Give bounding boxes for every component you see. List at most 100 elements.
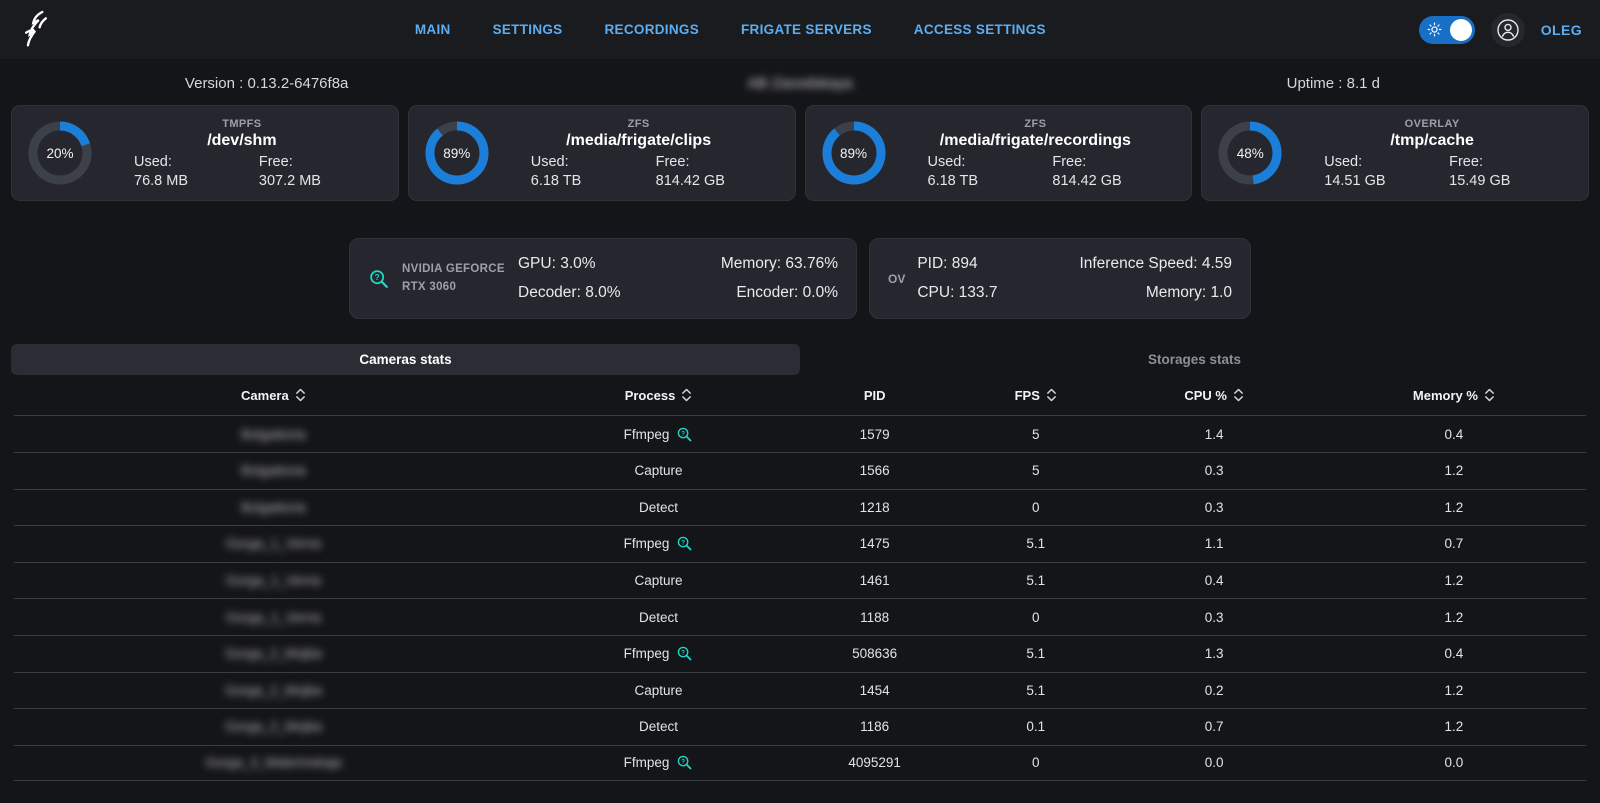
storage-usage-donut: 20% [26,119,94,187]
ffprobe-info-icon[interactable]: ? [676,645,693,662]
detector-cpu-value: CPU: 133.7 [917,283,998,301]
vainfo-icon[interactable]: ? [368,268,390,290]
nav-item-settings[interactable]: SETTINGS [492,22,563,37]
storage-used-value: 6.18 TB [530,172,582,189]
user-name[interactable]: OLEG [1540,21,1582,38]
ffprobe-info-icon[interactable]: ? [676,535,693,552]
camera-name: Bolgattoria [241,463,306,479]
camera-name: Bolgattoria [241,426,306,442]
storage-card: 48% OVERLAY /tmp/cache Used: 14.51 GB Fr… [1201,105,1589,201]
column-header-pid: PID [784,388,965,403]
version-label: Version : 0.13.2-6476f8a [184,75,349,92]
pid-value: 1218 [859,499,890,515]
sort-icon [1484,387,1495,403]
storage-used-label: Used: [530,153,569,170]
table-row: Gorga_1_Verna Ffmpeg ? 1475 5.1 1.1 0.7 [14,525,1586,562]
theme-toggle[interactable] [1418,15,1475,44]
uptime-label: Uptime : 8.1 d [1286,75,1381,92]
table-row: Gorga_2_Mojba Detect 1186 0.1 0.7 1.2 [14,708,1586,745]
top-navbar: MAIN SETTINGS RECORDINGS FRIGATE SERVERS… [0,0,1600,60]
table-row: Gorga_1_Verna Capture 1461 5.1 0.4 1.2 [14,561,1586,599]
ffprobe-info-icon[interactable]: ? [676,754,693,771]
process-name: Ffmpeg [623,646,670,662]
user-avatar[interactable] [1490,12,1525,47]
nav-item-frigate-servers[interactable]: FRIGATE SERVERS [741,22,872,37]
storage-usage-donut: 89% [820,119,888,187]
sort-icon [295,387,306,403]
camera-stats-table: Camera Process PID FPS CPU % Memory % Bo… [14,375,1586,782]
table-row: Gorga_2_Mojba Capture 1454 5.1 0.2 1.2 [14,671,1586,709]
nav-item-access-settings[interactable]: ACCESS SETTINGS [913,22,1046,37]
camera-name: Gorga_2_Mojba [224,719,322,735]
fps-value: 5 [1032,426,1040,442]
memory-value: 1.2 [1444,573,1464,589]
column-header-memory[interactable]: Memory % [1322,387,1586,403]
storage-free-label: Free: [1052,153,1087,170]
camera-name: Gorga_3_Materinskaja [205,755,342,771]
fps-value: 5.1 [1026,646,1046,662]
process-name: Capture [634,463,683,479]
camera-name: Gorga_1_Verna [225,573,322,589]
storage-used-label: Used: [134,153,172,170]
storage-mount-path: /media/frigate/recordings [939,131,1131,149]
cpu-value: 0.7 [1204,719,1224,735]
sort-icon [1046,387,1057,403]
cpu-value: 1.3 [1204,646,1224,662]
tab-storages-stats[interactable]: Storages stats [1147,352,1242,368]
detector-stats-right: Inference Speed: 4.59 Memory: 1.0 [1075,250,1232,307]
storage-mount-path: /dev/shm [207,131,277,149]
user-icon [1497,18,1519,41]
storage-fs-type: TMPFS [222,117,262,130]
fps-value: 5.1 [1026,536,1046,552]
table-row: Gorga_1_Verna Detect 1188 0 0.3 1.2 [14,598,1586,635]
memory-value: 1.2 [1444,499,1464,515]
gpu-name-line2: RTX 3060 [402,280,457,293]
storage-fs-type: ZFS [627,117,650,130]
storage-used-value: 14.51 GB [1324,172,1386,189]
cpu-value: 0.0 [1204,755,1224,771]
column-header-camera[interactable]: Camera [14,387,533,403]
memory-value: 0.4 [1444,646,1464,662]
memory-value: 0.4 [1444,426,1464,442]
frigate-logo[interactable] [18,9,62,51]
tab-cameras-stats[interactable]: Cameras stats [11,344,800,376]
pid-value: 4095291 [848,755,901,771]
column-label: Memory % [1412,387,1478,403]
gpu-stats-left: GPU: 3.0% Decoder: 8.0% [518,250,678,307]
gpu-name-line1: NVIDIA GEFORCE [402,263,505,276]
storage-card: 20% TMPFS /dev/shm Used: 76.8 MB Free: 3… [11,105,399,201]
storage-mount-path: /media/frigate/clips [566,131,712,149]
process-name: Ffmpeg [623,426,670,442]
storage-free-label: Free: [258,153,293,170]
pid-value: 508636 [852,646,898,662]
storage-free-value: 307.2 MB [258,172,321,189]
storage-info: TMPFS /dev/shm Used: 76.8 MB Free: 307.2… [94,118,384,189]
sun-icon [1427,22,1442,37]
ffprobe-info-icon[interactable]: ? [676,426,693,443]
table-row: Gorga_2_Mojba Ffmpeg ? 508636 5.1 1.3 0.… [14,634,1586,672]
column-header-fps[interactable]: FPS [965,387,1106,403]
svg-text:?: ? [682,430,686,437]
table-row: Gorga_3_Materinskaja Ffmpeg ? 4095291 0 … [14,744,1586,782]
storage-info: ZFS /media/frigate/clips Used: 6.18 TB F… [491,118,781,189]
cpu-value: 1.4 [1204,426,1224,442]
process-name: Capture [634,573,683,589]
cpu-value: 0.2 [1204,682,1224,698]
pid-value: 1566 [859,463,890,479]
process-name: Ffmpeg [623,536,670,552]
storage-card: 89% ZFS /media/frigate/clips Used: 6.18 … [407,105,796,201]
process-name: Ffmpeg [623,755,670,771]
detector-pid-value: PID: 894 [917,255,978,272]
nav-item-recordings[interactable]: RECORDINGS [604,22,700,37]
fps-value: 5 [1032,463,1040,479]
detector-stats-card: OV PID: 894 CPU: 133.7 Inference Speed: … [869,238,1251,320]
column-header-process[interactable]: Process [533,387,785,403]
detector-memory-value: Memory: 1.0 [1145,283,1232,301]
gpu-encoder-value: Encoder: 0.0% [736,283,838,301]
memory-value: 0.7 [1444,536,1464,552]
nav-item-main[interactable]: MAIN [414,22,451,37]
column-header-cpu[interactable]: CPU % [1107,387,1322,403]
storage-info: OVERLAY /tmp/cache Used: 14.51 GB Free: … [1284,118,1574,189]
column-label: FPS [1014,387,1040,403]
svg-text:?: ? [682,759,686,766]
